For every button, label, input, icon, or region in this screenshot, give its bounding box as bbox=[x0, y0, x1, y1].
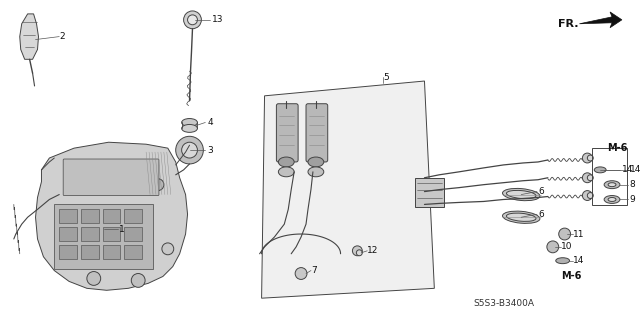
Bar bbox=[60, 245, 77, 259]
Circle shape bbox=[188, 15, 197, 25]
Ellipse shape bbox=[308, 157, 324, 167]
Circle shape bbox=[559, 228, 571, 240]
Ellipse shape bbox=[278, 157, 294, 167]
Ellipse shape bbox=[502, 189, 540, 201]
Text: FR.: FR. bbox=[557, 19, 578, 29]
Ellipse shape bbox=[308, 167, 324, 177]
Bar bbox=[124, 209, 142, 223]
Text: 14: 14 bbox=[573, 256, 584, 265]
Bar bbox=[60, 209, 77, 223]
Text: 6: 6 bbox=[538, 187, 544, 196]
Circle shape bbox=[182, 142, 197, 158]
Ellipse shape bbox=[506, 213, 536, 221]
Circle shape bbox=[356, 250, 362, 256]
Circle shape bbox=[120, 164, 136, 180]
Circle shape bbox=[547, 241, 559, 253]
Circle shape bbox=[71, 170, 87, 186]
Circle shape bbox=[184, 11, 202, 29]
Text: 13: 13 bbox=[212, 15, 224, 24]
Bar bbox=[124, 227, 142, 241]
Polygon shape bbox=[262, 81, 435, 298]
Bar bbox=[102, 209, 120, 223]
Ellipse shape bbox=[608, 197, 616, 202]
Circle shape bbox=[131, 273, 145, 287]
Circle shape bbox=[588, 155, 593, 161]
Circle shape bbox=[353, 246, 362, 256]
Circle shape bbox=[87, 271, 100, 286]
Bar bbox=[415, 178, 444, 207]
Text: 8: 8 bbox=[630, 180, 636, 189]
Bar bbox=[592, 148, 627, 205]
Circle shape bbox=[176, 136, 204, 164]
Circle shape bbox=[588, 175, 593, 181]
Text: 10: 10 bbox=[561, 242, 572, 251]
Circle shape bbox=[152, 179, 164, 190]
Circle shape bbox=[162, 243, 173, 255]
Ellipse shape bbox=[502, 211, 540, 223]
Circle shape bbox=[582, 190, 592, 200]
Bar bbox=[54, 204, 153, 269]
Text: M-6: M-6 bbox=[561, 271, 581, 281]
Ellipse shape bbox=[608, 183, 616, 187]
Bar bbox=[81, 245, 99, 259]
Bar bbox=[102, 227, 120, 241]
Text: 2: 2 bbox=[60, 32, 65, 41]
Circle shape bbox=[295, 268, 307, 279]
Text: 5: 5 bbox=[383, 73, 388, 82]
Circle shape bbox=[582, 173, 592, 183]
Text: 1: 1 bbox=[118, 225, 124, 234]
Ellipse shape bbox=[604, 181, 620, 189]
Text: 3: 3 bbox=[207, 145, 213, 155]
Text: 12: 12 bbox=[367, 246, 379, 255]
Ellipse shape bbox=[506, 190, 536, 199]
Text: 4: 4 bbox=[207, 118, 213, 127]
Bar bbox=[124, 245, 142, 259]
Bar bbox=[102, 245, 120, 259]
Circle shape bbox=[582, 153, 592, 163]
Text: 11: 11 bbox=[573, 230, 584, 239]
FancyBboxPatch shape bbox=[276, 104, 298, 162]
Circle shape bbox=[588, 193, 593, 198]
Text: 9: 9 bbox=[630, 195, 636, 204]
Ellipse shape bbox=[556, 258, 570, 263]
Ellipse shape bbox=[182, 124, 197, 132]
Text: M-6: M-6 bbox=[607, 143, 627, 153]
Polygon shape bbox=[36, 142, 188, 290]
Text: 14: 14 bbox=[630, 165, 640, 174]
Polygon shape bbox=[579, 12, 622, 28]
Text: S5S3-B3400A: S5S3-B3400A bbox=[474, 299, 535, 308]
Bar bbox=[81, 227, 99, 241]
Ellipse shape bbox=[278, 167, 294, 177]
Bar bbox=[60, 227, 77, 241]
Ellipse shape bbox=[182, 119, 197, 126]
Text: 14: 14 bbox=[622, 165, 633, 174]
FancyBboxPatch shape bbox=[63, 159, 159, 196]
Ellipse shape bbox=[604, 196, 620, 204]
Ellipse shape bbox=[595, 167, 606, 173]
Text: 7: 7 bbox=[311, 266, 317, 275]
Bar bbox=[81, 209, 99, 223]
FancyBboxPatch shape bbox=[306, 104, 328, 162]
Polygon shape bbox=[20, 14, 38, 59]
Text: 6: 6 bbox=[538, 210, 544, 219]
